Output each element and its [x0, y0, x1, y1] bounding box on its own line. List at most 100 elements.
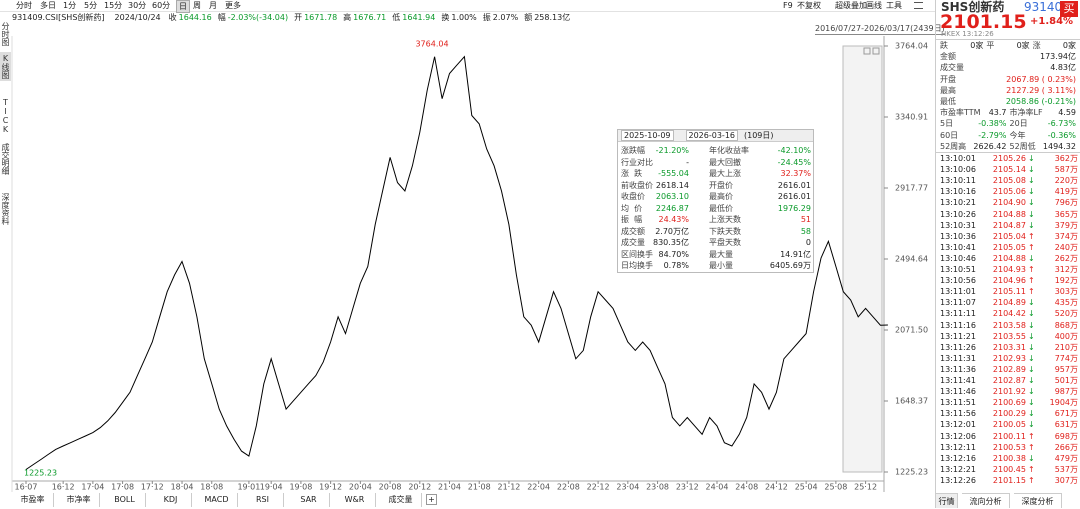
tick-time: 13:11:46 — [940, 387, 976, 397]
side-tab[interactable]: 深度资料 — [1, 193, 10, 225]
y-tick-label: 1648.37 — [895, 396, 928, 405]
indicator-tab[interactable]: RSI — [242, 493, 284, 507]
tick-arrow: ↓ — [1028, 176, 1035, 186]
period-tab[interactable]: 1分 — [63, 1, 77, 10]
tick-volume: 479万 — [1054, 453, 1078, 463]
stat-label: 最低价 — [709, 203, 733, 213]
quote-value: 4.59 — [1058, 108, 1076, 118]
tick-arrow: ↑ — [1028, 431, 1035, 441]
indicator-tab[interactable]: SAR — [288, 493, 330, 507]
period-tab[interactable]: 15分 — [104, 1, 123, 10]
panel-tab[interactable]: 流向分析 — [962, 493, 1010, 508]
quote-label: 最高 — [940, 85, 956, 95]
tick-arrow: ↓ — [1028, 387, 1035, 397]
range-end[interactable]: 2026-03-16 — [685, 130, 738, 141]
tick-volume: 520万 — [1054, 309, 1078, 319]
panel-tab[interactable]: 深度分析 — [1014, 493, 1062, 508]
tick-time: 13:11:36 — [940, 364, 976, 374]
x-tick-label: 17·04 — [81, 483, 104, 492]
period-tab[interactable]: 多日 — [40, 1, 56, 10]
stat-value: 2.70万亿 — [655, 226, 689, 236]
tick-volume: 266万 — [1054, 442, 1078, 452]
indicator-tab[interactable]: 成交量 — [380, 493, 422, 507]
x-tick-label: 17·12 — [141, 483, 164, 492]
field-value: 258.13亿 — [534, 13, 571, 22]
period-tab[interactable]: 更多 — [225, 1, 241, 10]
period-tab[interactable]: 日 — [176, 0, 190, 13]
x-tick-label: 24·12 — [765, 483, 788, 492]
tick-price: 2100.45 — [992, 464, 1026, 474]
tick-price: 2103.55 — [992, 331, 1026, 341]
stat-value: 2063.10 — [655, 192, 689, 201]
stat-value: 0.78% — [663, 261, 689, 270]
range-start[interactable]: 2025-10-09 — [621, 130, 674, 141]
tick-arrow: ↓ — [1028, 165, 1035, 175]
tick-arrow: ↓ — [1028, 364, 1035, 374]
panel-tab[interactable]: 行情 — [936, 493, 958, 508]
security-code: 931409 — [1024, 0, 1070, 14]
tick-time: 13:11:16 — [940, 320, 976, 330]
tick-price: 2103.58 — [992, 320, 1026, 330]
quote-label: 开盘 — [940, 74, 956, 84]
indicator-tab[interactable]: KDJ — [150, 493, 192, 507]
x-tick-label: 19·12 — [319, 483, 342, 492]
tick-arrow: ↓ — [1028, 154, 1035, 163]
indicator-tab[interactable]: BOLL — [104, 493, 146, 507]
tool-button[interactable]: 不复权 — [797, 1, 821, 10]
tick-time: 13:10:36 — [940, 231, 976, 241]
indicator-tab[interactable]: W&R — [334, 493, 376, 507]
field-label: 高 — [343, 13, 352, 22]
date-range[interactable]: 2016/07/27-2026/03/17(2439日) — [815, 24, 945, 35]
tick-price: 2100.11 — [992, 431, 1026, 441]
stat-label: 日均换手 — [621, 261, 653, 270]
tick-arrow: ↓ — [1028, 209, 1035, 219]
period-tab[interactable]: 月 — [209, 1, 217, 10]
tick-price: 2100.38 — [992, 453, 1026, 463]
tick-time: 13:12:21 — [940, 464, 976, 474]
side-tab[interactable]: TICK — [1, 98, 10, 134]
y-tick-label: 2494.64 — [895, 254, 928, 263]
quote-value: 43.7 — [988, 108, 1007, 118]
indicator-tab[interactable]: MACD — [196, 493, 238, 507]
period-tab[interactable]: 60分 — [152, 1, 171, 10]
tick-price: 2105.26 — [992, 154, 1026, 163]
tick-time: 13:11:31 — [940, 353, 976, 363]
tick-time: 13:10:46 — [940, 253, 976, 263]
stat-value: 2246.87 — [655, 203, 689, 213]
tool-button[interactable]: F9 — [783, 1, 793, 10]
period-tab[interactable]: 分时 — [16, 1, 32, 10]
tick-arrow: ↑ — [1028, 231, 1035, 241]
buy-button[interactable]: 买 — [1060, 1, 1078, 17]
x-tick-label: 23·04 — [616, 483, 639, 492]
tick-volume: 312万 — [1054, 265, 1078, 274]
y-tick-label: 2917.77 — [895, 184, 928, 193]
add-indicator[interactable]: + — [426, 494, 437, 505]
indicator-tab[interactable]: 市盈率 — [12, 493, 54, 507]
tick-price: 2102.89 — [992, 364, 1026, 374]
x-tick-label: 16·07 — [15, 483, 38, 492]
low-label: 1225.23 — [24, 469, 57, 478]
price-line — [25, 55, 888, 470]
tick-time: 13:10:11 — [940, 176, 976, 186]
field-value: 1671.78 — [304, 13, 338, 22]
period-tab[interactable]: 周 — [193, 1, 201, 10]
x-tick-label: 22·12 — [587, 483, 610, 492]
tool-button[interactable]: 画线 — [866, 1, 882, 10]
tick-price: 2105.06 — [992, 187, 1026, 197]
tick-arrow: ↓ — [1028, 453, 1035, 463]
period-tab[interactable]: 5分 — [84, 1, 98, 10]
tool-button[interactable]: 超级叠加 — [835, 1, 867, 10]
tick-volume: 1904万 — [1049, 398, 1078, 408]
field-value: 1644.16 — [178, 13, 212, 22]
tool-button[interactable]: 工具 — [886, 1, 902, 10]
side-tab[interactable]: 成交明细 — [1, 143, 10, 175]
x-tick-label: 21·04 — [438, 483, 461, 492]
period-tab[interactable]: 30分 — [128, 1, 147, 10]
side-tab[interactable]: K线图 — [0, 52, 11, 81]
x-tick-label: 18·08 — [200, 483, 223, 492]
side-tab[interactable]: 分时图 — [1, 22, 10, 46]
indicator-tab[interactable]: 市净率 — [58, 493, 100, 507]
selection-box — [842, 45, 883, 473]
tick-volume: 220万 — [1054, 176, 1078, 186]
field-label: 振 — [482, 13, 491, 22]
